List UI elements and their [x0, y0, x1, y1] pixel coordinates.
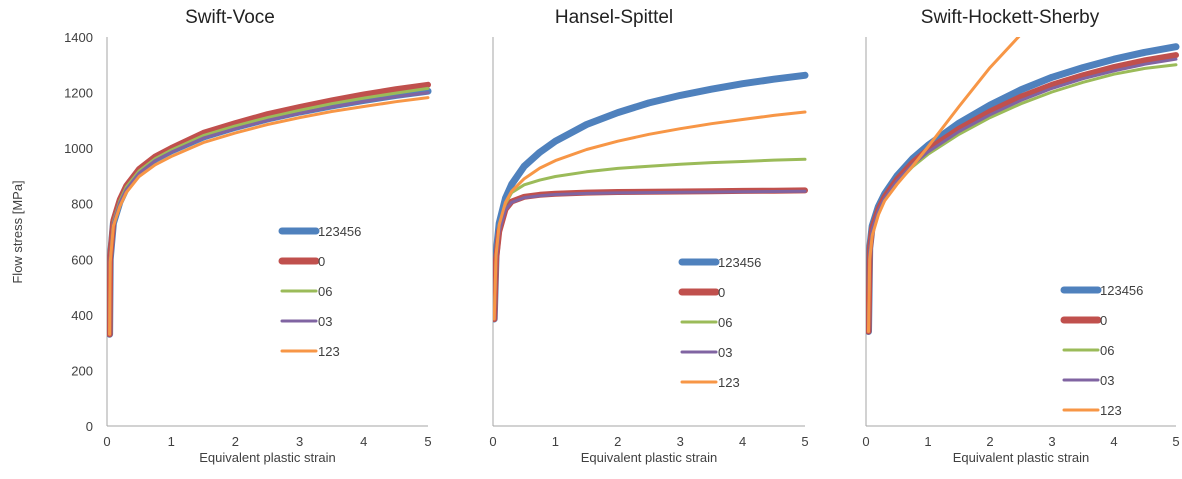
x-tick-label: 0 — [862, 434, 869, 449]
x-tick-label: 5 — [424, 434, 431, 449]
series-line-03 — [108, 91, 430, 336]
legend-label: 123 — [718, 375, 740, 390]
legend-label: 123456 — [318, 224, 361, 239]
y-tick-label: 1400 — [64, 30, 93, 45]
y-tick-label: 400 — [71, 308, 93, 323]
legend-label: 0 — [1100, 313, 1107, 328]
x-tick-label: 2 — [232, 434, 239, 449]
series-line-123 — [867, 37, 1021, 333]
x-tick-label: 5 — [1172, 434, 1179, 449]
legend-label: 123456 — [1100, 283, 1143, 298]
x-tick-label: 2 — [986, 434, 993, 449]
x-tick-label: 4 — [360, 434, 367, 449]
x-tick-label: 1 — [552, 434, 559, 449]
y-tick-label: 800 — [71, 197, 93, 212]
legend-label: 123 — [1100, 403, 1122, 418]
x-tick-label: 3 — [296, 434, 303, 449]
x-tick-label: 4 — [1110, 434, 1117, 449]
legend-label: 06 — [718, 315, 732, 330]
x-tick-label: 5 — [801, 434, 808, 449]
legend-label: 0 — [718, 285, 725, 300]
series-line-06 — [493, 157, 807, 321]
series-line-03 — [867, 57, 1178, 333]
y-axis-label: Flow stress [MPa] — [10, 180, 25, 283]
legend-label: 0 — [318, 254, 325, 269]
legend-label: 06 — [1100, 343, 1114, 358]
y-tick-label: 200 — [71, 363, 93, 378]
x-tick-label: 4 — [739, 434, 746, 449]
x-tick-label: 0 — [103, 434, 110, 449]
legend: 123456 0 06 03 123 — [278, 224, 361, 359]
legend-label: 03 — [1100, 373, 1114, 388]
x-tick-label: 2 — [614, 434, 621, 449]
x-axis-label: Equivalent plastic strain — [581, 450, 718, 465]
panel-title: Swift-Hockett-Sherby — [921, 7, 1100, 28]
legend-label: 03 — [318, 314, 332, 329]
y-tick-label: 0 — [86, 419, 93, 434]
x-axis-label: Equivalent plastic strain — [953, 450, 1090, 465]
x-tick-label: 3 — [1048, 434, 1055, 449]
x-tick-label: 1 — [168, 434, 175, 449]
series-line-03 — [493, 189, 807, 321]
x-tick-label: 1 — [924, 434, 931, 449]
y-tick-label: 1000 — [64, 141, 93, 156]
x-tick-label: 0 — [489, 434, 496, 449]
legend-label: 03 — [718, 345, 732, 360]
y-tick-label: 1200 — [64, 86, 93, 101]
legend-label: 123 — [318, 344, 340, 359]
series-line-123456 — [107, 87, 432, 338]
legend: 123456 0 06 03 123 — [678, 255, 761, 390]
series-line-123 — [493, 110, 807, 321]
y-tick-label: 600 — [71, 252, 93, 267]
legend-label: 123456 — [718, 255, 761, 270]
series-line-123 — [108, 96, 430, 336]
panel-title: Swift-Voce — [185, 7, 275, 28]
legend: 123456 0 06 03 123 — [1060, 283, 1143, 418]
x-axis-label: Equivalent plastic strain — [199, 450, 336, 465]
panel-title: Hansel-Spittel — [555, 7, 673, 28]
x-tick-label: 3 — [677, 434, 684, 449]
legend-label: 06 — [318, 284, 332, 299]
